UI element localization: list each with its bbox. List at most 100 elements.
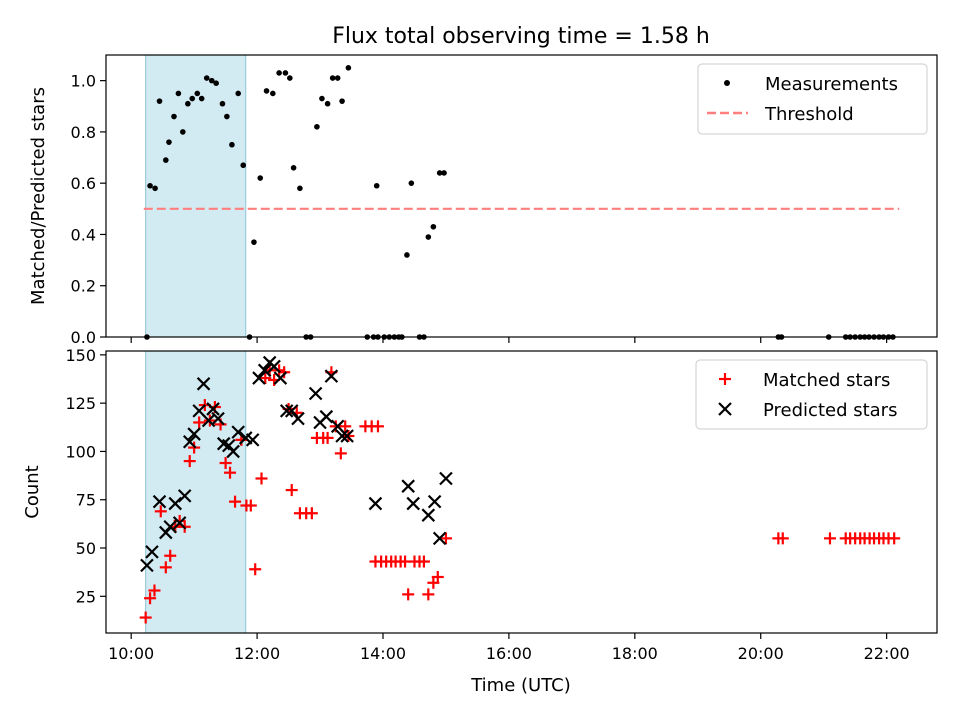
measurement-point: [171, 113, 177, 120]
matched-star-point: [193, 416, 206, 429]
bottom-legend-box: [695, 359, 928, 430]
bottom-ytick-label: 125: [65, 394, 96, 413]
matched-star-point: [159, 561, 172, 574]
predicted-marker-b: [335, 429, 349, 443]
measurement-point: [329, 75, 336, 81]
matched-star-point: [154, 505, 167, 518]
predicted-marker-b: [182, 435, 197, 449]
matched-star-point: [339, 420, 352, 433]
measurement-point: [240, 162, 247, 169]
measurement-point: [152, 185, 158, 192]
predicted-star-point: [163, 519, 177, 534]
predicted-marker-b: [273, 371, 288, 385]
measurement-point: [314, 123, 320, 130]
predicted-marker-b: [432, 531, 447, 546]
predicted-star-point: [335, 429, 349, 443]
top-ytick-label: 1.0: [71, 72, 96, 91]
predicted-marker-b: [340, 429, 354, 443]
measurement-point: [263, 88, 270, 94]
measurement-point: [282, 70, 289, 76]
top-ytick-label: 0.0: [71, 328, 96, 347]
predicted-marker-b: [216, 436, 231, 451]
matched-star-point: [219, 457, 232, 470]
predicted-marker-b: [284, 404, 299, 418]
top-legend-box: [697, 63, 928, 135]
matched-star-point: [139, 611, 152, 624]
measurement-point: [180, 129, 186, 135]
measurement-point: [334, 75, 341, 81]
predicted-marker-b: [267, 359, 281, 374]
top-shaded-span: [145, 54, 247, 338]
predicted-marker-b: [439, 471, 453, 486]
predicted-stars-points: [140, 355, 453, 573]
predicted-marker-b: [177, 489, 192, 503]
measurement-point: [175, 90, 182, 97]
predicted-star-point: [177, 489, 192, 503]
predicted-star-point: [324, 369, 339, 383]
predicted-marker-b: [291, 411, 305, 426]
shaded-span-rect: [145, 54, 247, 338]
predicted-marker-b: [368, 496, 383, 511]
predicted-star-point: [152, 494, 167, 509]
predicted-star-point: [226, 444, 240, 459]
predicted-star-point: [187, 427, 201, 441]
bottom-x-ticks: 10:00 12:00 14:00 16:00 18:00 20:00 22:00: [108, 633, 910, 663]
matched-star-point: [776, 532, 789, 545]
measurement-point: [441, 170, 447, 176]
predicted-star-point: [145, 545, 159, 559]
predicted-marker-b: [406, 496, 420, 511]
predicted-marker-b: [163, 519, 177, 534]
measurement-point: [251, 239, 257, 245]
top-y-axis-label: Matched/Predicted stars: [28, 87, 49, 305]
measurement-point: [430, 223, 437, 230]
matched-star-point: [183, 455, 196, 468]
predicted-star-point: [308, 386, 323, 401]
predicted-star-point: [421, 508, 436, 522]
measurement-point: [156, 98, 163, 104]
predicted-marker-b: [257, 363, 272, 378]
top-ytick-label: 0.4: [71, 225, 96, 244]
predicted-star-point: [196, 377, 211, 391]
predicted-star-point: [168, 496, 183, 511]
predicted-marker-b: [401, 479, 415, 493]
measurement-point: [194, 90, 201, 97]
measurement-point: [163, 157, 169, 163]
bottom-xtick-label: 12:00: [234, 644, 280, 663]
predicted-star-point: [439, 471, 453, 486]
bottom-xtick-label: 10:00: [108, 644, 154, 663]
predicted-star-point: [140, 558, 154, 573]
measurement-point: [319, 95, 325, 102]
predicted-marker-b: [231, 425, 245, 439]
matched-star-point: [255, 472, 268, 485]
predicted-star-point: [211, 411, 225, 426]
predicted-star-point: [340, 429, 354, 443]
matched-star-point: [321, 431, 334, 444]
bottom-xtick-label: 20:00: [738, 644, 784, 663]
predicted-marker-b: [324, 369, 339, 383]
matched-star-point: [823, 532, 836, 545]
measurement-point: [324, 100, 331, 107]
measurement-point: [166, 139, 172, 145]
predicted-marker-b: [145, 545, 159, 559]
top-ytick-label: 0.6: [71, 174, 96, 193]
matched-star-point: [285, 484, 298, 497]
matched-star-point: [229, 495, 242, 508]
predicted-star-point: [252, 371, 266, 385]
predicted-star-point: [291, 411, 305, 426]
predicted-star-point: [432, 531, 447, 546]
matched-star-point: [888, 532, 901, 545]
predicted-star-point: [182, 435, 197, 449]
matched-star-point: [334, 447, 347, 460]
measurement-point: [147, 182, 153, 189]
bottom-y-ticks: 25 50 75 100 125 150: [65, 346, 106, 606]
predicted-marker-b: [211, 411, 225, 426]
matched-star-point: [439, 532, 452, 545]
matched-star-point: [259, 372, 272, 385]
predicted-star-point: [319, 409, 334, 424]
bottom-ytick-label: 25: [76, 587, 96, 606]
legend-measurements-label: Measurements: [765, 74, 898, 95]
measurement-point: [290, 165, 297, 171]
predicted-star-point: [172, 516, 187, 530]
predicted-marker-b: [140, 558, 154, 573]
